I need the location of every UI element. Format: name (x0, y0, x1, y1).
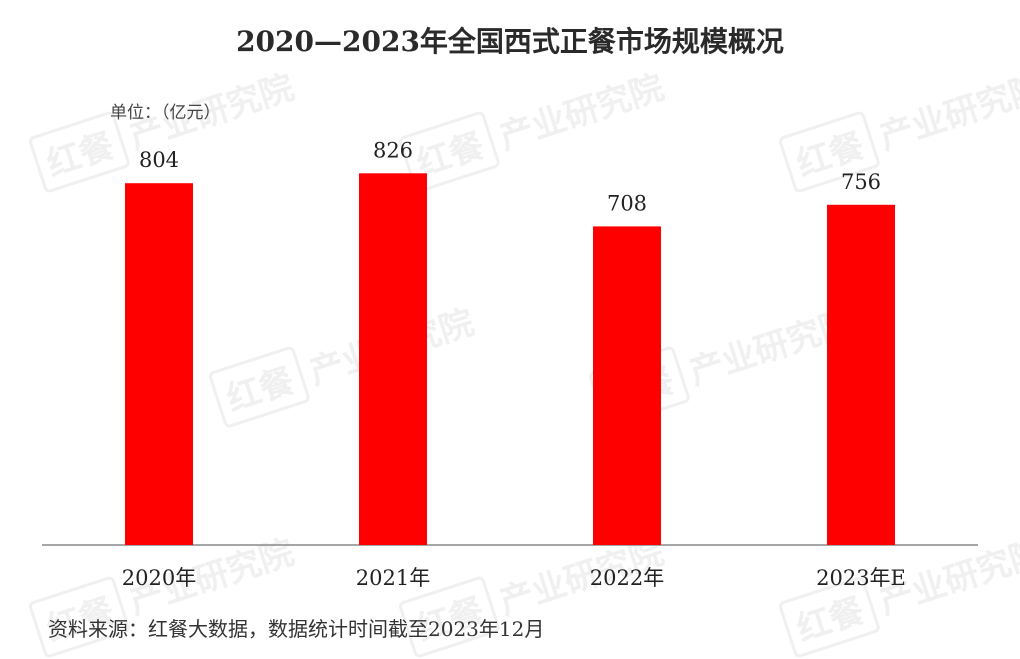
source-note: 资料来源：红餐大数据，数据统计时间截至2023年12月 (48, 617, 545, 641)
x-tick-label-0: 2020年 (122, 566, 196, 590)
data-label-2: 708 (607, 191, 647, 215)
data-label-0: 804 (139, 148, 179, 172)
x-tick-label-3: 2023年E (816, 566, 906, 590)
x-tick-label-2: 2022年 (590, 566, 664, 590)
chart-title: 2020—2023年全国西式正餐市场规模概况 (236, 25, 784, 58)
data-label-1: 826 (373, 138, 413, 162)
x-tick-label-1: 2021年 (356, 566, 430, 590)
unit-label: 单位：（亿元） (110, 103, 221, 123)
bar-2 (593, 226, 661, 545)
data-label-3: 756 (841, 170, 881, 194)
bar-1 (359, 173, 427, 546)
bar-3 (827, 204, 895, 546)
bar-0 (125, 183, 193, 545)
